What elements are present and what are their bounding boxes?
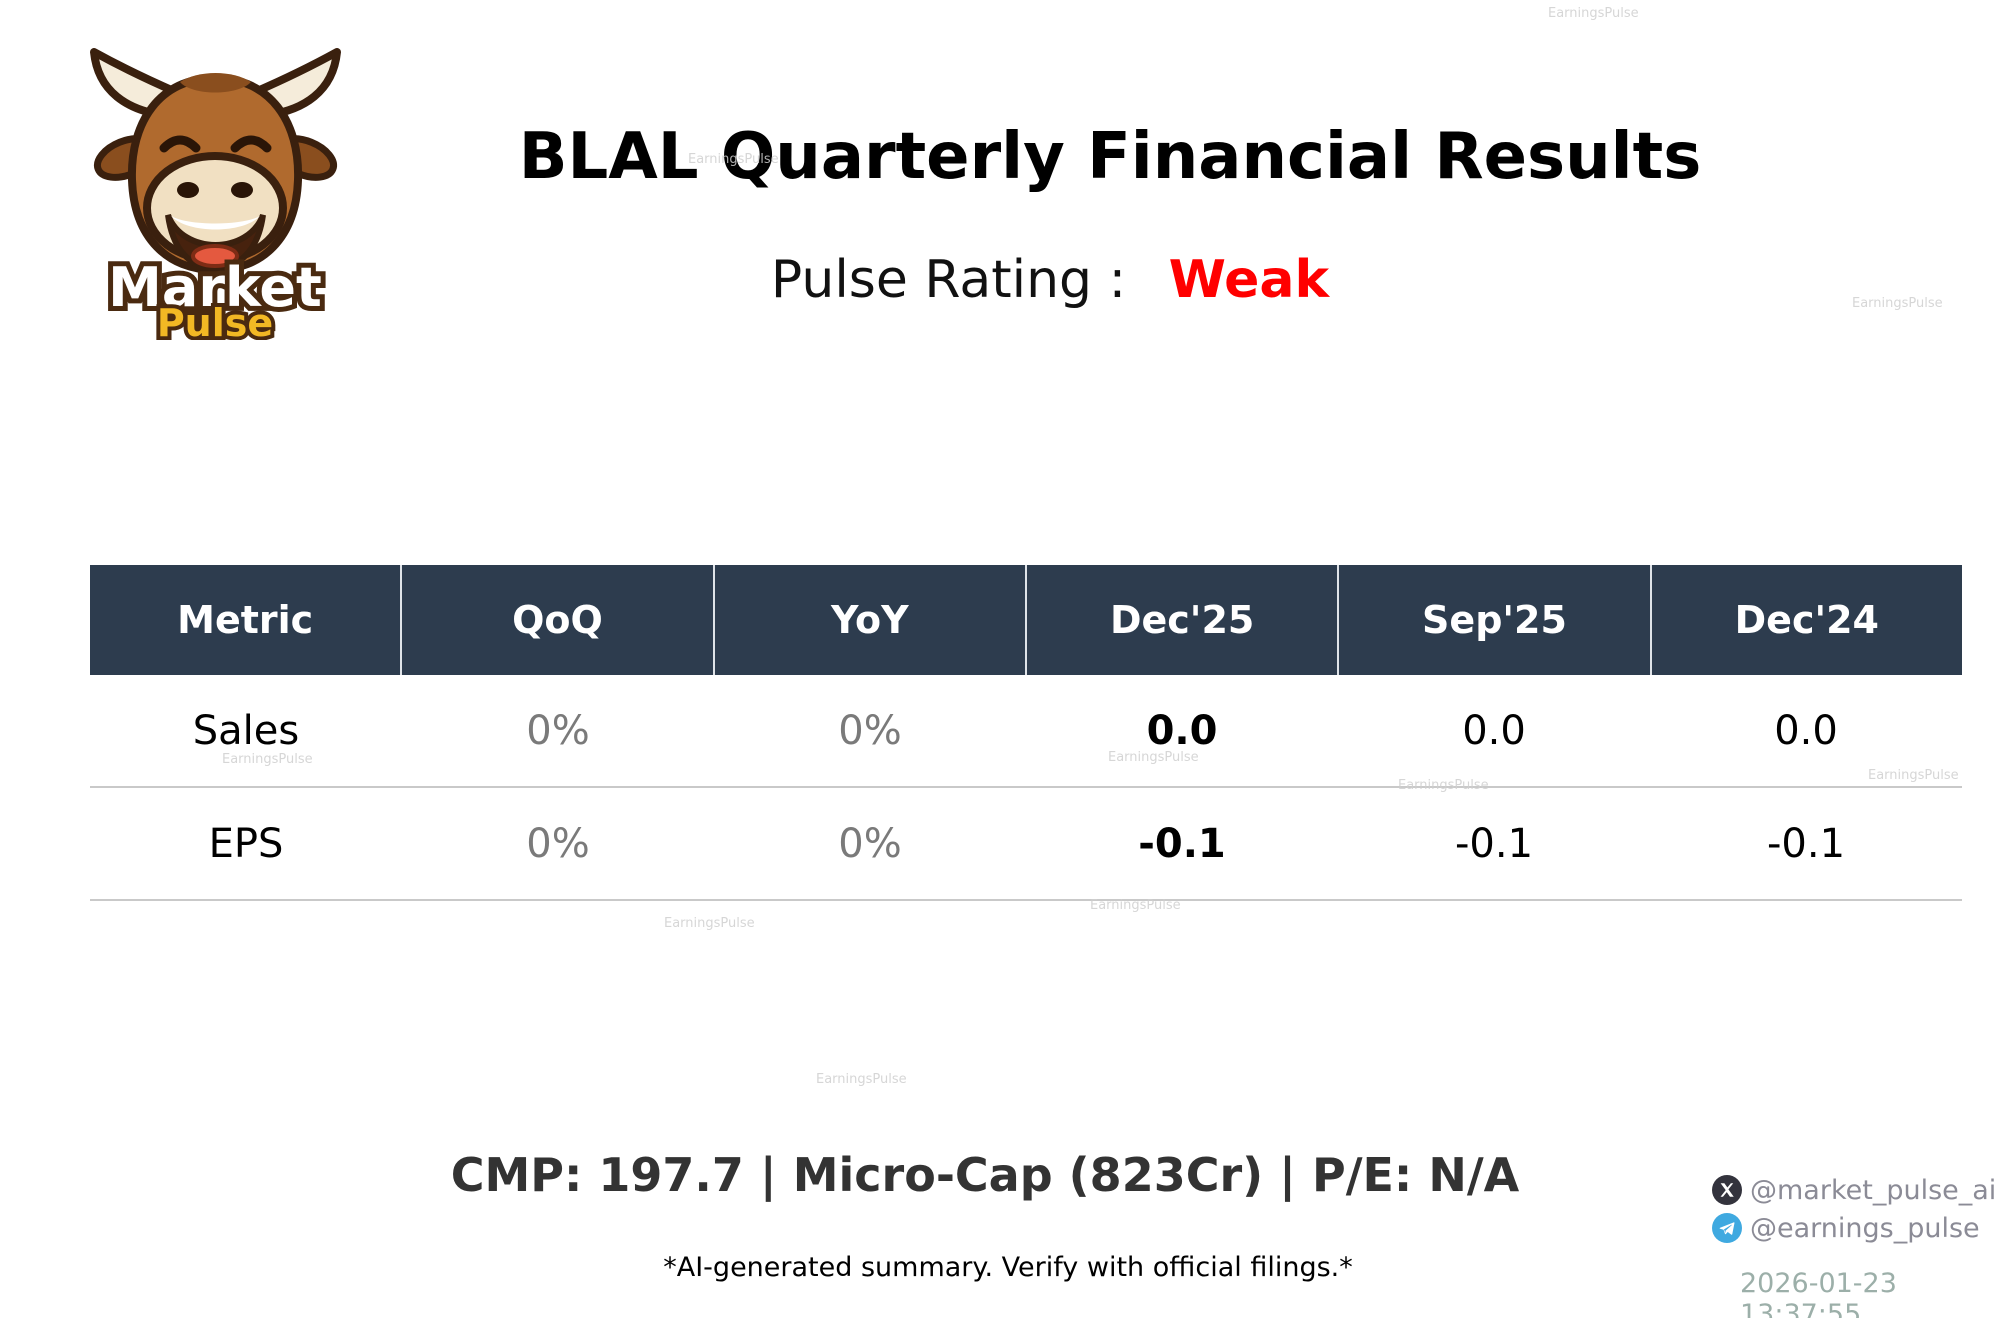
eps-dec24-value: -0.1 [1766,820,1846,867]
telegram-handle-text: @earnings_pulse [1750,1212,1980,1244]
logo-title-text: Market [108,256,322,319]
pulse-rating-value: Weak [1168,250,1330,310]
watermark: EarningsPulse [816,1072,907,1087]
column-header-yoy: YoY [714,565,1027,675]
eps-sep25-value: -0.1 [1454,820,1534,867]
sales-dec24-value: 0.0 [1774,707,1838,754]
sales-qoq-value: 0% [526,707,590,754]
twitter-handle-row[interactable]: @market_pulse_ai [1712,1172,1996,1208]
column-header-dec25: Dec'25 [1026,565,1340,675]
pulse-rating-line: Pulse Rating : Weak [330,250,1770,310]
table-row-sales: Sales 0% 0% 0.0 0.0 0.0 [90,675,1962,788]
page-title: BLAL Quarterly Financial Results [518,120,1702,194]
sales-dec25-value: 0.0 [1146,707,1218,754]
logo-subtitle-text: Pulse [157,301,273,340]
eps-yoy-value: 0% [838,820,902,867]
column-header-metric: Metric [90,565,403,675]
telegram-icon [1712,1213,1742,1243]
eps-metric-label: EPS [208,820,284,867]
column-header-sep25: Sep'25 [1339,565,1652,675]
social-handles: @market_pulse_ai @earnings_pulse [1712,1172,1996,1248]
watermark: EarningsPulse [1852,296,1943,311]
table-header-row: Metric QoQ YoY Dec'25 Sep'25 Dec'24 [90,565,1962,675]
cmp-summary-line: CMP: 197.7 | Micro-Cap (823Cr) | P/E: N/… [450,1148,1520,1202]
telegram-handle-row[interactable]: @earnings_pulse [1712,1210,1996,1246]
column-header-dec24: Dec'24 [1651,565,1962,675]
sales-yoy-value: 0% [838,707,902,754]
sales-metric-label: Sales [192,707,300,754]
twitter-handle-text: @market_pulse_ai [1750,1174,1997,1206]
column-header-qoq: QoQ [402,565,715,675]
sales-sep25-value: 0.0 [1462,707,1526,754]
ai-disclaimer: *AI-generated summary. Verify with offic… [663,1252,1353,1283]
generated-timestamp: 2026-01-23 13:37:55 [1740,1268,1897,1318]
x-twitter-icon [1712,1175,1742,1205]
financial-results-table: Metric QoQ YoY Dec'25 Sep'25 Dec'24 Sale… [90,565,1962,901]
market-pulse-logo: Market Pulse [68,30,363,349]
pulse-rating-label: Pulse Rating : [770,250,1127,310]
table-row-eps: EPS 0% 0% -0.1 -0.1 -0.1 [90,788,1962,901]
eps-qoq-value: 0% [526,820,590,867]
watermark: EarningsPulse [664,916,755,931]
eps-dec25-value: -0.1 [1138,820,1226,867]
watermark: EarningsPulse [1548,6,1639,21]
bull-mascot-icon: Market Pulse [90,48,341,349]
